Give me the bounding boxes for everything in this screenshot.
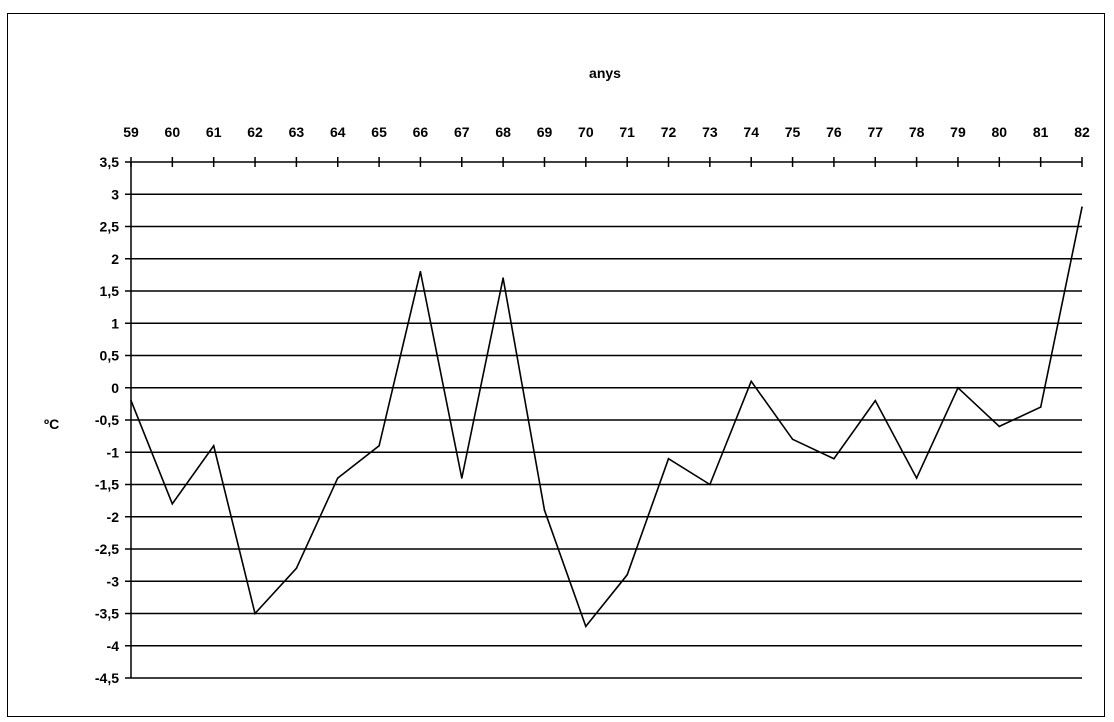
y-tick-label: 3,5 [100, 154, 120, 170]
x-tick-label: 72 [661, 124, 677, 140]
y-tick-label: 0 [111, 380, 119, 396]
x-tick-label: 64 [330, 124, 346, 140]
data-point [543, 509, 546, 512]
data-point [709, 483, 711, 486]
x-tick-label: 80 [992, 124, 1008, 140]
chart-frame [7, 13, 1105, 717]
x-tick-labels: 59 60 61 62 63 64 65 66 67 68 69 70 71 72 73 74 75 76 77 78… [123, 124, 1090, 140]
x-tick-label: 63 [289, 124, 305, 140]
data-point [460, 477, 463, 479]
x-tick-label: 60 [165, 124, 181, 140]
y-tick-label: -0,5 [95, 412, 119, 428]
data-point [1039, 406, 1042, 408]
data-point [998, 425, 1001, 428]
data-point [833, 457, 835, 460]
data-point [212, 445, 215, 447]
data-point [419, 270, 422, 273]
gridlines [125, 161, 1082, 679]
y-tick-labels: 3,5 3 2,5 2 1,5 1 0,5 0 -0,5 -1 -1,5 -2 -2,5 -3 -3,5 -4… [95, 154, 119, 686]
x-tick-label: 65 [371, 124, 387, 140]
y-tick-label: -2,5 [95, 541, 119, 557]
data-point [171, 503, 174, 505]
y-tick-label: 1 [111, 315, 119, 331]
y-tick-label: 0,5 [100, 348, 120, 364]
x-tick-label: 75 [785, 124, 801, 140]
data-point [295, 567, 298, 570]
x-tick-label: 70 [578, 124, 594, 140]
x-tick-label: 61 [206, 124, 222, 140]
data-point [585, 625, 587, 628]
x-tick-label: 78 [909, 124, 925, 140]
data-point [336, 477, 339, 479]
series [130, 206, 1083, 629]
data-point [1081, 206, 1083, 208]
x-tick-label: 69 [537, 124, 553, 140]
y-tick-label: -3 [107, 573, 120, 589]
y-tick-label: 2,5 [100, 219, 120, 235]
y-tick-label: -2 [107, 509, 120, 525]
y-tick-label: 2 [111, 251, 119, 267]
data-point [378, 445, 380, 447]
x-tick-label: 62 [247, 124, 263, 140]
data-point [915, 477, 918, 479]
y-tick-label: -4,5 [95, 670, 119, 686]
y-tick-label: -4 [107, 638, 120, 654]
x-tick-label: 79 [950, 124, 966, 140]
x-tick-label: 81 [1033, 124, 1049, 140]
x-axis-title: anys [589, 65, 621, 81]
x-tick-label: 68 [495, 124, 511, 140]
data-point [874, 399, 877, 402]
y-tick-label: -1 [107, 444, 120, 460]
x-tick-label: 73 [702, 124, 718, 140]
x-tick-label: 77 [867, 124, 883, 140]
data-point [254, 612, 256, 615]
data-point [626, 574, 628, 576]
y-tick-label: 3 [111, 186, 119, 202]
data-point [750, 380, 753, 383]
series-line [130, 207, 1083, 629]
x-tick-label: 59 [123, 124, 139, 140]
x-tick-label: 82 [1074, 124, 1090, 140]
y-axis-title: ºC [44, 416, 59, 432]
x-tick-label: 76 [826, 124, 842, 140]
x-tick-label: 67 [454, 124, 470, 140]
data-point [791, 438, 794, 441]
y-tick-label: -3,5 [95, 606, 119, 622]
data-point [502, 277, 504, 279]
y-tick-label: 1,5 [100, 283, 120, 299]
x-tick-label: 66 [413, 124, 429, 140]
x-tick-label: 74 [743, 124, 759, 140]
data-point [130, 399, 132, 402]
x-tick-label: 71 [619, 124, 635, 140]
axes [130, 157, 1083, 678]
y-tick-label: -1,5 [95, 477, 119, 493]
data-point [957, 386, 959, 389]
data-point [667, 457, 670, 460]
